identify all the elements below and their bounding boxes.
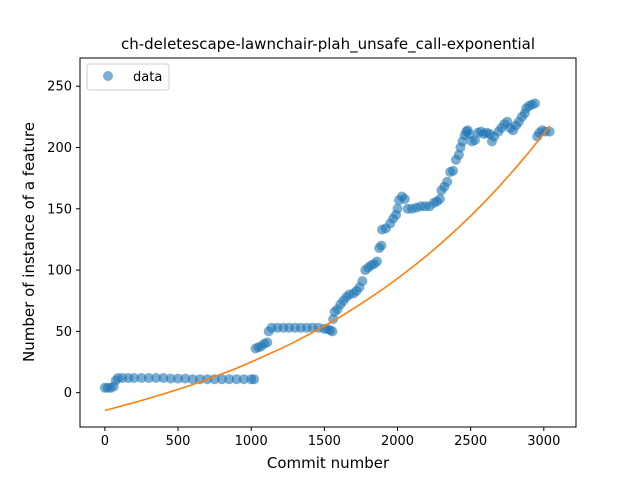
legend-marker-data — [103, 71, 113, 81]
data-point — [327, 326, 338, 337]
x-axis: 0 500 1000 1500 2000 2500 3000 — [101, 427, 560, 449]
y-axis: 0 50 100 150 200 250 — [47, 80, 80, 401]
plot-frame — [79, 57, 577, 428]
chart-title: ch-deletescape-lawnchair-plah_unsafe_cal… — [121, 35, 535, 54]
x-tick-label: 1500 — [308, 434, 341, 449]
y-tick-label: 50 — [55, 325, 72, 340]
y-tick-label: 0 — [64, 386, 72, 401]
x-tick-label: 2000 — [381, 434, 414, 449]
data-point — [376, 240, 387, 251]
data-point — [209, 374, 220, 385]
x-tick-label: 500 — [166, 434, 191, 449]
y-tick-label: 100 — [47, 264, 72, 279]
data-point — [262, 337, 273, 348]
data-point — [442, 176, 453, 187]
data-point — [129, 373, 140, 383]
data-point — [434, 194, 445, 204]
data-point — [180, 373, 191, 384]
y-axis-label: Number of instance of a feature — [20, 122, 38, 362]
legend: data — [86, 63, 170, 91]
data-point — [187, 374, 198, 385]
data-point — [357, 276, 368, 287]
data-point — [231, 374, 242, 385]
data-point — [158, 373, 169, 383]
legend-frame — [86, 63, 170, 91]
data-point — [136, 373, 147, 383]
data-point — [143, 373, 154, 383]
y-tick-label: 200 — [47, 141, 72, 156]
data-point — [238, 374, 249, 385]
x-tick-label: 0 — [101, 434, 109, 449]
data-point — [151, 373, 162, 383]
data-point — [399, 194, 410, 204]
plot-area — [99, 98, 555, 412]
x-axis-label: Commit number — [267, 454, 390, 472]
fit-line — [104, 125, 551, 412]
legend-label-data: data — [133, 70, 162, 85]
data-point — [530, 98, 540, 109]
data-point — [165, 373, 176, 384]
data-point — [224, 374, 235, 385]
x-tick-label: 3000 — [527, 434, 560, 449]
data-point — [249, 374, 260, 385]
data-point — [448, 165, 459, 176]
y-tick-label: 250 — [47, 80, 72, 95]
x-tick-label: 2500 — [454, 434, 487, 449]
data-point — [392, 203, 403, 214]
data-point — [216, 374, 227, 385]
data-point — [173, 373, 183, 384]
y-tick-label: 150 — [47, 202, 72, 217]
data-point — [372, 256, 382, 267]
x-tick-label: 1000 — [235, 434, 268, 449]
